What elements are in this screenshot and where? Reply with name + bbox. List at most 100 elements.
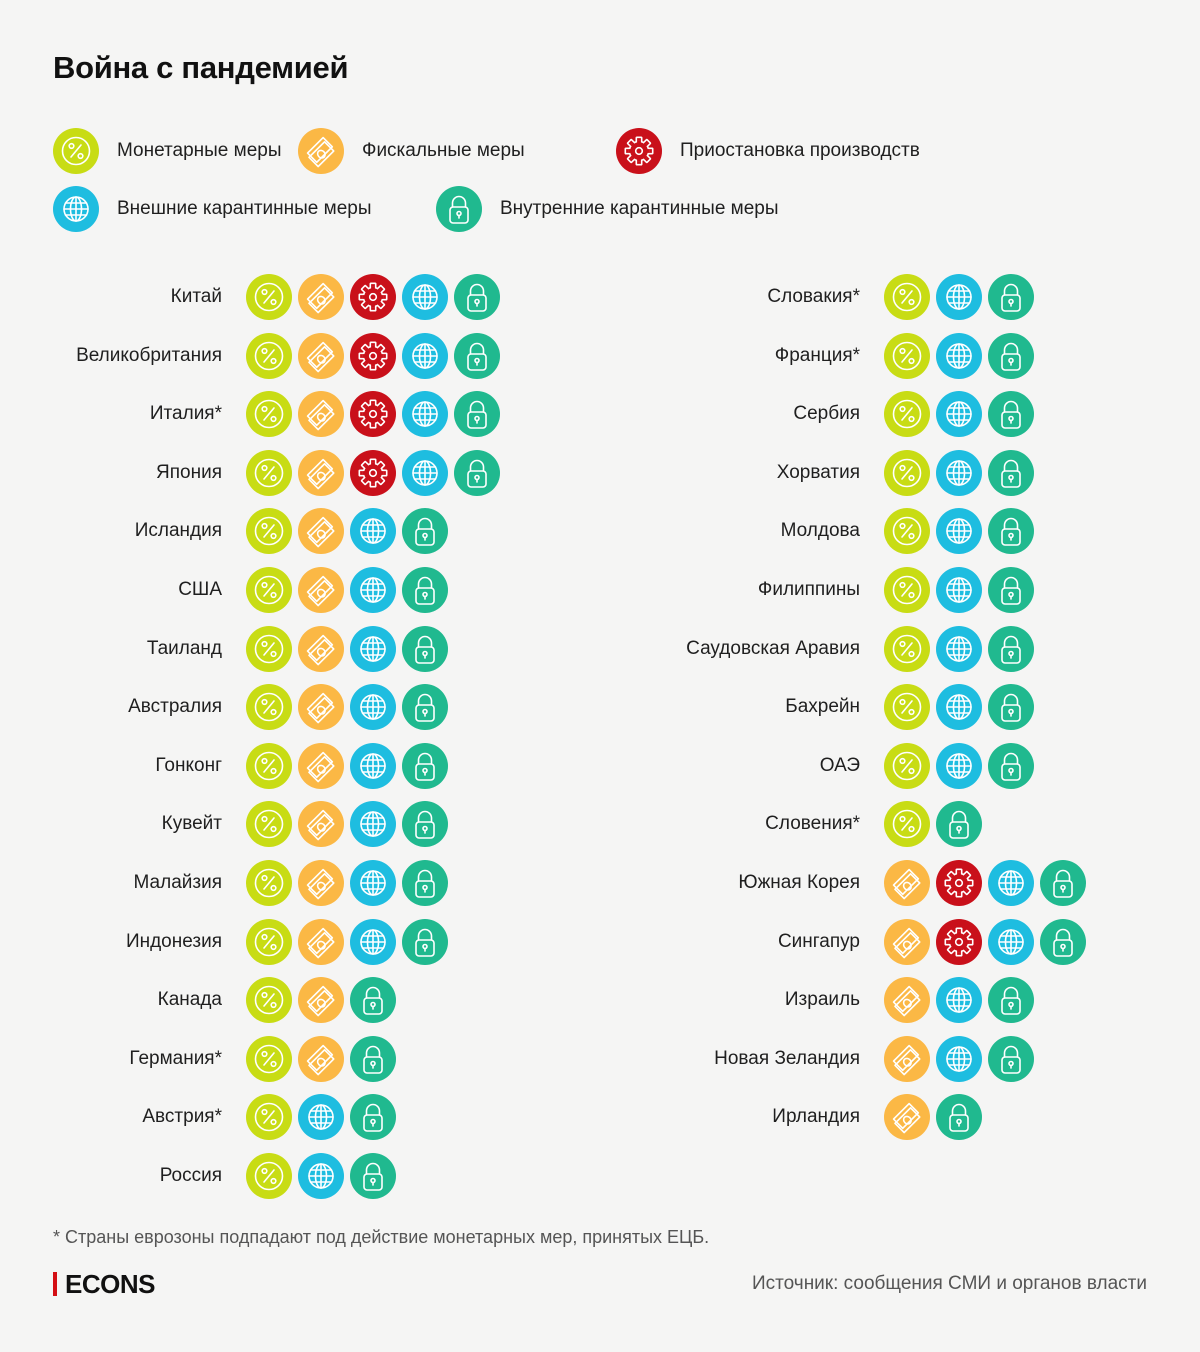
country-name: Канада bbox=[157, 989, 222, 1011]
measure-icons bbox=[246, 1153, 396, 1199]
legend-label: Фискальные меры bbox=[362, 140, 525, 161]
money-icon bbox=[298, 1035, 344, 1082]
lock-icon bbox=[402, 860, 448, 906]
gear-icon bbox=[350, 332, 396, 379]
measure-icons bbox=[246, 332, 500, 379]
country-name: Израиль bbox=[784, 989, 860, 1011]
country-name: ОАЭ bbox=[819, 754, 860, 776]
country-row: Молдова bbox=[0, 508, 1200, 555]
country-name: Сербия bbox=[793, 403, 860, 425]
lock-icon bbox=[988, 1035, 1034, 1082]
money-icon bbox=[298, 918, 344, 965]
legend-label: Монетарные меры bbox=[117, 140, 282, 161]
country-name: Россия bbox=[159, 1165, 222, 1186]
lock-icon bbox=[988, 567, 1034, 613]
gear-icon bbox=[350, 449, 396, 496]
globe-icon bbox=[402, 391, 448, 438]
globe-icon bbox=[988, 860, 1034, 906]
country-row: Сербия bbox=[0, 391, 1200, 438]
percent-icon bbox=[884, 508, 930, 555]
legend-label: Внешние карантинные меры bbox=[117, 198, 372, 219]
legend-item-internal: Внутренние карантинные меры bbox=[436, 186, 779, 232]
country-row: Филиппины bbox=[0, 567, 1200, 613]
percent-icon bbox=[884, 449, 930, 496]
source-note: Источник: сообщения СМИ и органов власти bbox=[752, 1273, 1147, 1294]
country-row: Хорватия bbox=[0, 449, 1200, 496]
globe-icon bbox=[402, 274, 448, 320]
globe-icon bbox=[936, 742, 982, 789]
measure-icons bbox=[884, 274, 1034, 320]
money-icon bbox=[298, 801, 344, 848]
country-name: США bbox=[178, 579, 222, 600]
globe-icon bbox=[936, 625, 982, 672]
footnote: * Страны еврозоны подпадают под действие… bbox=[53, 1227, 710, 1247]
country-row: Индонезия bbox=[0, 918, 1200, 965]
country-row: Китай bbox=[0, 274, 1200, 320]
percent-icon bbox=[246, 977, 292, 1024]
money-icon bbox=[298, 274, 344, 320]
country-name: Ирландия bbox=[772, 1106, 860, 1128]
lock-icon bbox=[988, 742, 1034, 789]
percent-icon bbox=[246, 1035, 292, 1082]
country-name: Германия* bbox=[129, 1047, 222, 1069]
money-icon bbox=[298, 508, 344, 555]
country-name: Новая Зеландия bbox=[714, 1047, 860, 1069]
globe-icon bbox=[936, 977, 982, 1024]
lock-icon bbox=[988, 332, 1034, 379]
country-row: Канада bbox=[0, 977, 1200, 1024]
money-icon bbox=[298, 742, 344, 789]
globe-icon bbox=[936, 391, 982, 438]
country-name: Гонконг bbox=[155, 754, 222, 776]
percent-icon bbox=[246, 918, 292, 965]
globe-icon bbox=[350, 625, 396, 672]
globe-icon bbox=[402, 332, 448, 379]
lock-icon bbox=[988, 977, 1034, 1024]
percent-icon bbox=[246, 391, 292, 438]
globe-icon bbox=[936, 684, 982, 731]
lock-icon bbox=[1040, 860, 1086, 906]
percent-icon bbox=[246, 332, 292, 379]
percent-icon bbox=[884, 742, 930, 789]
lock-icon bbox=[1040, 918, 1086, 965]
country-name: Австралия bbox=[128, 696, 222, 718]
percent-icon bbox=[246, 274, 292, 320]
lock-icon bbox=[402, 567, 448, 613]
percent-icon bbox=[884, 274, 930, 320]
country-name: Южная Корея bbox=[738, 872, 860, 893]
measure-icons bbox=[884, 684, 1034, 731]
lock-icon bbox=[402, 918, 448, 965]
globe-icon bbox=[936, 449, 982, 496]
country-row: Великобритания bbox=[0, 332, 1200, 379]
country-row: Таиланд bbox=[0, 625, 1200, 672]
lock-icon bbox=[350, 1035, 396, 1082]
globe-icon bbox=[350, 801, 396, 848]
lock-icon bbox=[402, 508, 448, 555]
country-row: Новая Зеландия bbox=[0, 1035, 1200, 1082]
measure-icons bbox=[884, 918, 1086, 965]
measure-icons bbox=[246, 801, 448, 848]
lock-icon bbox=[936, 801, 982, 848]
percent-icon bbox=[884, 332, 930, 379]
lock-icon bbox=[988, 274, 1034, 320]
globe-icon bbox=[350, 508, 396, 555]
money-icon bbox=[884, 860, 930, 906]
country-row: Бахрейн bbox=[0, 684, 1200, 731]
legend-label: Приостановка производств bbox=[680, 140, 920, 161]
money-icon bbox=[298, 625, 344, 672]
measure-icons bbox=[246, 684, 448, 731]
country-row: Исландия bbox=[0, 508, 1200, 555]
country-name: Австрия* bbox=[142, 1106, 222, 1128]
country-row: Италия* bbox=[0, 391, 1200, 438]
percent-icon bbox=[53, 128, 99, 174]
legend-label: Внутренние карантинные меры bbox=[500, 198, 779, 219]
country-name: Малайзия bbox=[133, 872, 223, 893]
country-name: Исландия bbox=[134, 520, 222, 542]
lock-icon bbox=[454, 332, 500, 379]
measure-icons bbox=[246, 918, 448, 965]
measure-icons bbox=[884, 625, 1034, 672]
measure-icons bbox=[246, 508, 448, 555]
measure-icons bbox=[246, 860, 448, 906]
country-name: Словения* bbox=[765, 813, 860, 835]
globe-icon bbox=[350, 918, 396, 965]
lock-icon bbox=[350, 1153, 396, 1199]
